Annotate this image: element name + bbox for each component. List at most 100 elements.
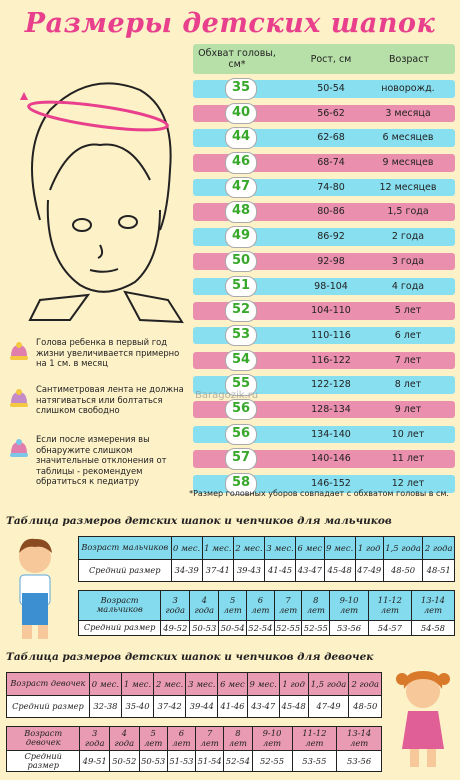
size-cell: 51-53 <box>166 749 197 773</box>
size-cell: 53-55 <box>291 749 338 773</box>
age-cell: 11-12 лет <box>367 590 412 621</box>
size-row: 46 68-74 9 месяцев <box>193 152 455 174</box>
size-cell: 49-51 <box>79 749 110 773</box>
age-cell: 6 лет <box>166 726 197 751</box>
height-range: 50-54 <box>317 83 345 94</box>
age-cell: 1 год <box>278 672 309 696</box>
girl-illustration <box>396 671 450 767</box>
page-title: Размеры детских шапок <box>24 8 436 39</box>
age: новорожд. <box>381 83 435 94</box>
size-row: 47 74-80 12 месяцев <box>193 176 455 199</box>
size-cell: 41-46 <box>217 694 248 718</box>
age: 10 лет <box>391 428 425 440</box>
height-range: 104-110 <box>311 305 351 317</box>
size-table-header: Обхват головы, см* Рост, см Возраст <box>193 44 455 74</box>
height-range: 110-116 <box>311 329 351 341</box>
head-size: 56 <box>225 398 257 421</box>
head-size: 44 <box>225 127 257 149</box>
size-cell: 39-44 <box>185 694 219 718</box>
size-row: 49 86-92 2 года <box>193 226 455 248</box>
age: 3 года <box>391 255 425 267</box>
size-cell: 35-40 <box>120 694 155 718</box>
height-range: 116-122 <box>311 354 351 366</box>
height-range: 134-140 <box>311 428 351 440</box>
age-cell: 0 мес. <box>170 536 203 560</box>
height-range: 92-98 <box>317 255 345 267</box>
size-cell: 52-55 <box>301 619 331 637</box>
size-cell: 48-51 <box>422 558 455 582</box>
head-size: 48 <box>225 201 257 223</box>
age: 11 лет <box>391 453 425 465</box>
tip-2: Сантиметровая лента не должна натягивать… <box>8 384 188 420</box>
row-band <box>193 475 455 493</box>
height-range: 122-128 <box>311 379 351 391</box>
age: 12 месяцев <box>379 181 437 193</box>
size-cell: 52-55 <box>251 749 293 773</box>
age-cell: 1 мес. <box>201 536 234 560</box>
age-cell: 6 мес <box>217 672 248 696</box>
head-size: 51 <box>225 275 257 297</box>
size-row: 40 56-62 3 месяца <box>193 102 455 125</box>
header-height: Рост, см <box>310 53 352 65</box>
row-band <box>193 228 455 246</box>
size-cell: 41-45 <box>263 558 297 582</box>
age: 5 лет <box>394 305 422 317</box>
age-cell: 1,5 года <box>382 536 424 560</box>
size-cell: 48-50 <box>348 694 382 718</box>
girls-table-2: Возраст девочек 3 года 4 года 5 лет 6 лет 7 л… <box>5 726 382 773</box>
child-head-illustration <box>20 82 184 324</box>
row-band <box>193 154 455 172</box>
head-size: 58 <box>225 473 257 495</box>
age-cell: 11-12 лет <box>291 726 338 751</box>
row-band <box>193 277 455 295</box>
age-cell: 4 года <box>108 726 140 751</box>
age-cell: 9-10 лет <box>329 590 369 621</box>
head-size: 52 <box>225 300 257 322</box>
age-cell: 9 мес. <box>246 672 280 696</box>
age-cell: 6 лет <box>246 590 275 621</box>
size-cell: 49-52 <box>160 619 191 637</box>
head-size: 57 <box>225 448 257 470</box>
size-cell: 43-47 <box>246 694 280 718</box>
size-row: 58 146-152 12 лет <box>193 473 455 495</box>
age: 3 месяца <box>385 107 431 119</box>
age-cell: 3 мес. <box>185 672 219 696</box>
age-cell: 2 мес. <box>232 536 265 560</box>
height-range: 74-80 <box>317 181 345 193</box>
height-range: 68-74 <box>317 157 345 169</box>
size-cell: 45-48 <box>278 694 309 718</box>
age-cell: 0 мес. <box>88 672 122 696</box>
size-cell: 45-48 <box>323 558 356 582</box>
row-band <box>193 203 455 221</box>
height-range: 140-146 <box>311 453 351 465</box>
row-band <box>193 425 455 444</box>
boys-table-1: Возраст мальчиков 0 мес. 1 мес. 2 мес. 3 мес… <box>78 536 455 582</box>
age-cell: 2 года <box>348 672 382 696</box>
size-cell: 54-58 <box>410 619 456 637</box>
size-cell: 54-57 <box>367 619 412 637</box>
age-cell: 9-10 лет <box>251 726 293 751</box>
footnote: *Размер головных уборов совпадает с обхв… <box>189 489 449 498</box>
row-band <box>193 129 455 147</box>
row-band <box>193 400 455 419</box>
hat-icon <box>10 439 28 457</box>
head-size: 47 <box>225 176 257 199</box>
size-cell: 37-41 <box>201 558 234 582</box>
age-cell: 13-14 лет <box>336 726 382 751</box>
row-band <box>193 302 455 320</box>
size-cell: 48-50 <box>382 558 424 582</box>
size-cell: 34-39 <box>170 558 203 582</box>
age: 6 месяцев <box>382 132 434 144</box>
age-cell: 5 лет <box>138 726 168 751</box>
age: 6 лет <box>394 329 422 341</box>
age-cell: 9 мес. <box>323 536 356 560</box>
size-row: 48 80-86 1,5 года <box>193 201 455 223</box>
size-cell: 37-42 <box>153 694 187 718</box>
header-age: Возраст <box>389 53 429 65</box>
head-size: 35 <box>225 78 257 100</box>
size-cell: 47-49 <box>307 694 350 718</box>
boys-table-2: Возраст мальчиков 3 года 4 года 5 лет 6 лет 7… <box>77 590 456 637</box>
age: 8 лет <box>394 379 422 391</box>
size-row: 53 110-116 6 лет <box>193 324 455 347</box>
size-cell: 52-54 <box>246 619 275 637</box>
